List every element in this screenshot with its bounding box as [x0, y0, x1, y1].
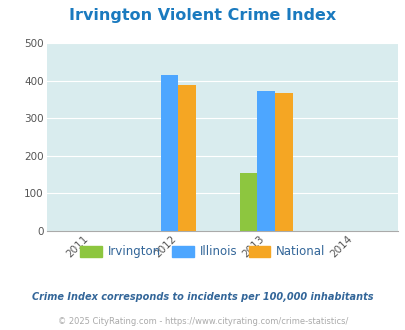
Bar: [178, 85, 196, 231]
Bar: [239, 173, 257, 231]
Text: Crime Index corresponds to incidents per 100,000 inhabitants: Crime Index corresponds to incidents per…: [32, 292, 373, 302]
Legend: Irvington, Illinois, National: Irvington, Illinois, National: [75, 241, 330, 263]
Bar: [160, 75, 178, 231]
Bar: [257, 91, 274, 231]
Bar: [274, 93, 292, 231]
Text: © 2025 CityRating.com - https://www.cityrating.com/crime-statistics/: © 2025 CityRating.com - https://www.city…: [58, 317, 347, 326]
Text: Irvington Violent Crime Index: Irvington Violent Crime Index: [69, 8, 336, 23]
